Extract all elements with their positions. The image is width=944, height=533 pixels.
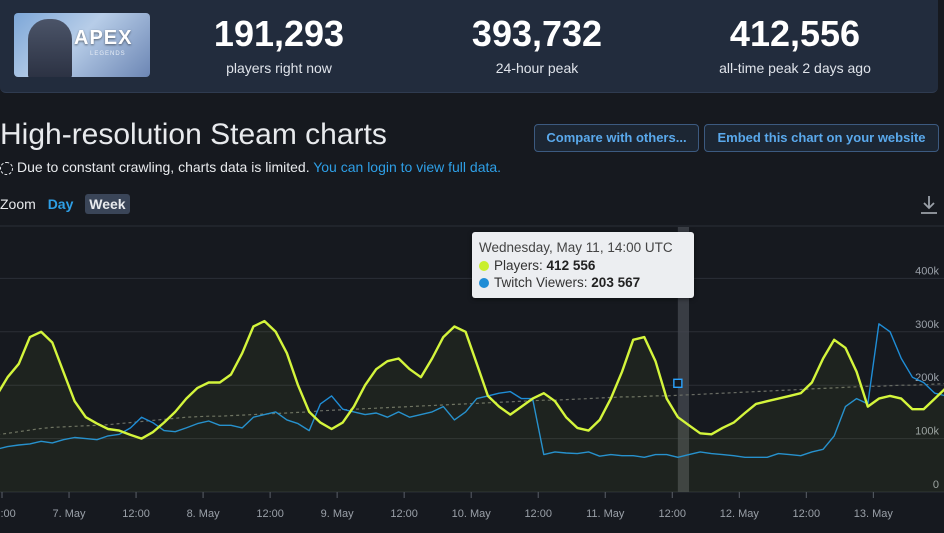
- zoom-week-button[interactable]: Week: [85, 194, 130, 214]
- players-chart[interactable]: 0 100k 200k 300k 400k 12:00 7. May 12:00 8. May 1…: [0, 225, 944, 533]
- tooltip-viewers-label: Twitch Viewers:: [494, 275, 588, 290]
- x-tick-label: 12:00: [256, 508, 284, 520]
- stat-label: all-time peak 2 days ago: [719, 60, 871, 76]
- zoom-day-button[interactable]: Day: [47, 196, 74, 212]
- tooltip-players-row: Players: 412 556: [479, 258, 595, 273]
- zoom-controls: Zoom Day Week: [0, 194, 130, 214]
- zoom-label: Zoom: [0, 196, 36, 212]
- compare-button[interactable]: Compare with others...: [534, 124, 699, 152]
- logo-figure: [28, 19, 72, 77]
- y-tick-label: 300k: [915, 319, 939, 331]
- players-dot-icon: [479, 261, 489, 271]
- stat-value: 393,732: [471, 13, 603, 54]
- x-tick-label: 13. May: [854, 508, 894, 520]
- viewers-series-line: [0, 323, 944, 458]
- tooltip-players-value: 412 556: [546, 258, 596, 273]
- x-tick-label: 9. May: [321, 508, 355, 520]
- stat-label: players right now: [226, 60, 332, 76]
- logo-text: APEX: [74, 27, 133, 49]
- stat-players-now: 191,293 players right now: [169, 13, 389, 77]
- embed-button[interactable]: Embed this chart on your website: [704, 124, 939, 152]
- y-tick-label: 400k: [915, 265, 939, 277]
- stats-bar: APEX LEGENDS 191,293 players right now 3…: [0, 0, 938, 93]
- game-logo[interactable]: APEX LEGENDS: [14, 13, 150, 77]
- y-tick-label: 200k: [915, 372, 939, 384]
- note-text: Due to constant crawling, charts data is…: [17, 159, 310, 175]
- x-tick-label: 12:00: [390, 508, 418, 520]
- stat-value: 412,556: [729, 13, 861, 54]
- highlight-band: [677, 227, 690, 492]
- data-limit-note: Due to constant crawling, charts data is…: [0, 159, 501, 175]
- x-tick-label: 12. May: [720, 508, 760, 520]
- logo-subtext: LEGENDS: [90, 51, 126, 57]
- y-tick-label: 100k: [915, 426, 939, 438]
- x-tick-label: 10. May: [452, 508, 492, 520]
- download-icon[interactable]: [919, 194, 939, 216]
- stat-value: 191,293: [213, 13, 345, 54]
- x-tick-label: 12:00: [122, 508, 150, 520]
- stat-label: 24-hour peak: [495, 60, 579, 76]
- tooltip-viewers-row: Twitch Viewers: 203 567: [479, 275, 640, 290]
- viewers-dot-icon: [479, 278, 489, 288]
- page-title: High-resolution Steam charts: [0, 118, 387, 151]
- login-link[interactable]: You can login to view full data.: [313, 159, 502, 175]
- x-tick-label: 12:00: [659, 508, 687, 520]
- x-tick-label: 12:00: [793, 508, 821, 520]
- tooltip-viewers-value: 203 567: [591, 275, 641, 290]
- dashed-circle-icon: [0, 162, 13, 175]
- stat-all-time-peak: 412,556 all-time peak 2 days ago: [685, 13, 905, 77]
- y-tick-label: 0: [933, 479, 939, 491]
- stat-24h-peak: 393,732 24-hour peak: [427, 13, 647, 77]
- players-area-fill: [0, 321, 944, 492]
- players-series-line: [0, 319, 944, 440]
- x-tick-label: 11. May: [586, 508, 625, 520]
- x-tick-label: 8. May: [187, 508, 221, 520]
- tooltip-title: Wednesday, May 11, 14:00 UTC: [479, 240, 673, 255]
- x-tick-label: 7. May: [53, 508, 87, 520]
- viewers-marker: [673, 378, 683, 388]
- tooltip-players-label: Players:: [494, 258, 543, 273]
- chart-tooltip: Wednesday, May 11, 14:00 UTC Players: 41…: [472, 232, 694, 298]
- x-tick-label: 12:00: [0, 508, 16, 520]
- x-tick-label: 12:00: [524, 508, 552, 520]
